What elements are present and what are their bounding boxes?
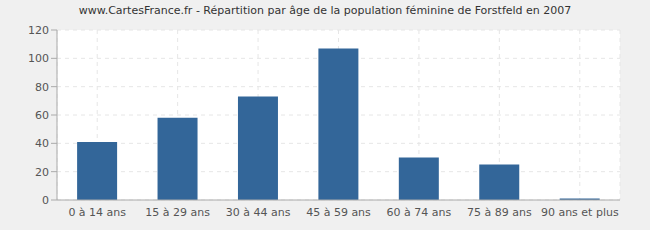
svg-text:80: 80 [35, 81, 49, 94]
svg-text:30 à 44 ans: 30 à 44 ans [226, 206, 291, 219]
svg-text:100: 100 [28, 52, 49, 65]
svg-text:15 à 29 ans: 15 à 29 ans [145, 206, 210, 219]
svg-text:60: 60 [35, 109, 49, 122]
svg-text:75 à 89 ans: 75 à 89 ans [467, 206, 532, 219]
html-text:www.CartesFrance.fr - Répartit: www.CartesFrance.fr - Répartition par âg… [78, 4, 572, 17]
svg-text:0 à 14 ans: 0 à 14 ans [68, 206, 126, 219]
svg-text:60 à 74 ans: 60 à 74 ans [387, 206, 452, 219]
svg-text:90 ans et plus: 90 ans et plus [541, 206, 619, 219]
svg-text:120: 120 [28, 24, 49, 37]
svg-text:40: 40 [35, 137, 49, 150]
svg-text:20: 20 [35, 166, 49, 179]
svg-text:0: 0 [42, 194, 49, 207]
svg-text:45 à 59 ans: 45 à 59 ans [306, 206, 371, 219]
